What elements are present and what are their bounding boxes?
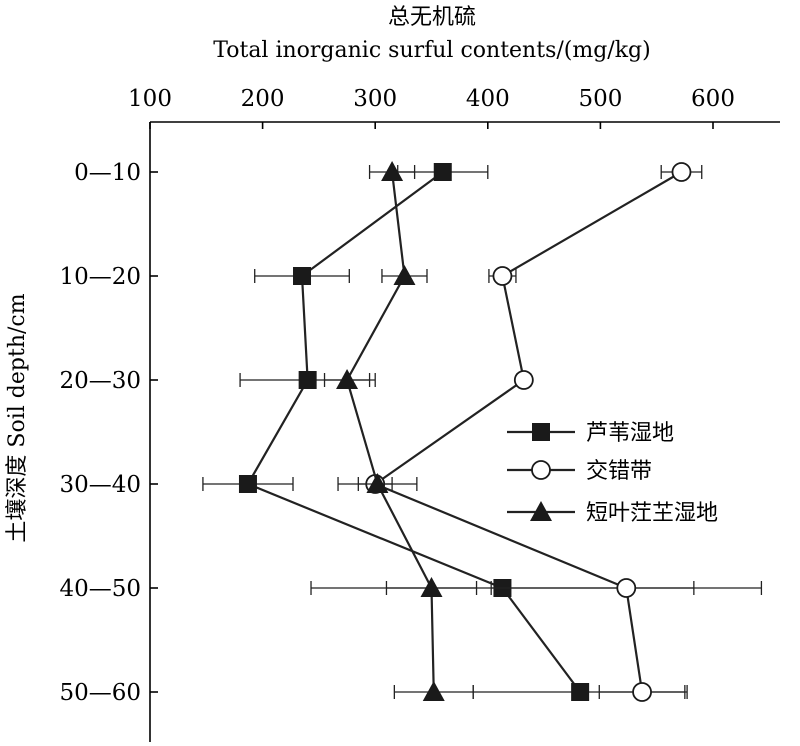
axes	[149, 121, 780, 742]
legend-marker	[531, 460, 551, 480]
x-tick-label: 500	[578, 86, 622, 112]
data-point	[393, 265, 416, 285]
chart-subtitle: Total inorganic surful contents/(mg/kg)	[213, 38, 650, 63]
data-point	[571, 683, 590, 701]
series-layer	[202, 161, 763, 702]
legend-label: 芦苇湿地	[586, 421, 674, 446]
data-point	[433, 163, 452, 181]
data-point	[422, 681, 445, 701]
x-tick-label: 300	[353, 86, 397, 112]
x-tick-labels: 100 200 300 400 500 600	[128, 86, 735, 112]
x-tick-label: 600	[691, 86, 735, 112]
y-tick-label: 50—60	[59, 680, 141, 706]
legend-marker	[530, 501, 552, 521]
y-axis-label: 土壤深度 Soil depth/cm	[5, 293, 30, 542]
data-point	[298, 371, 317, 389]
legend-item: 短叶茳芏湿地	[507, 501, 718, 526]
y-tick-label: 40—50	[59, 576, 141, 602]
data-point	[381, 161, 404, 181]
data-point	[632, 682, 652, 702]
series-line	[345, 171, 435, 693]
legend-label: 短叶茳芏湿地	[586, 501, 718, 526]
x-tick-label: 400	[466, 86, 510, 112]
data-point	[293, 267, 312, 285]
series-3	[323, 161, 478, 701]
y-tick-labels: 0—10 10—20 20—30 30—40 40—50 50—60	[59, 160, 141, 706]
data-point	[336, 369, 359, 389]
data-point	[513, 370, 534, 390]
y-tick-label: 30—40	[59, 472, 141, 498]
legend-item: 交错带	[507, 459, 652, 484]
y-tick-label: 20—30	[59, 368, 141, 394]
series-1	[202, 163, 695, 701]
data-point	[420, 577, 443, 597]
data-point	[366, 473, 389, 493]
data-point	[238, 475, 257, 493]
legend-item: 芦苇湿地	[507, 421, 674, 446]
data-point	[671, 162, 692, 182]
data-point	[616, 578, 637, 598]
data-point	[492, 266, 513, 286]
legend-label: 交错带	[586, 459, 652, 484]
y-tick-label: 0—10	[74, 160, 141, 186]
legend-marker	[532, 423, 550, 441]
chart-title: 总无机硫	[388, 5, 476, 30]
series-line	[246, 171, 582, 693]
y-tick-label: 10—20	[59, 264, 141, 290]
x-tick-label: 200	[241, 86, 285, 112]
series-line	[372, 171, 683, 693]
x-tick-label: 100	[128, 86, 172, 112]
